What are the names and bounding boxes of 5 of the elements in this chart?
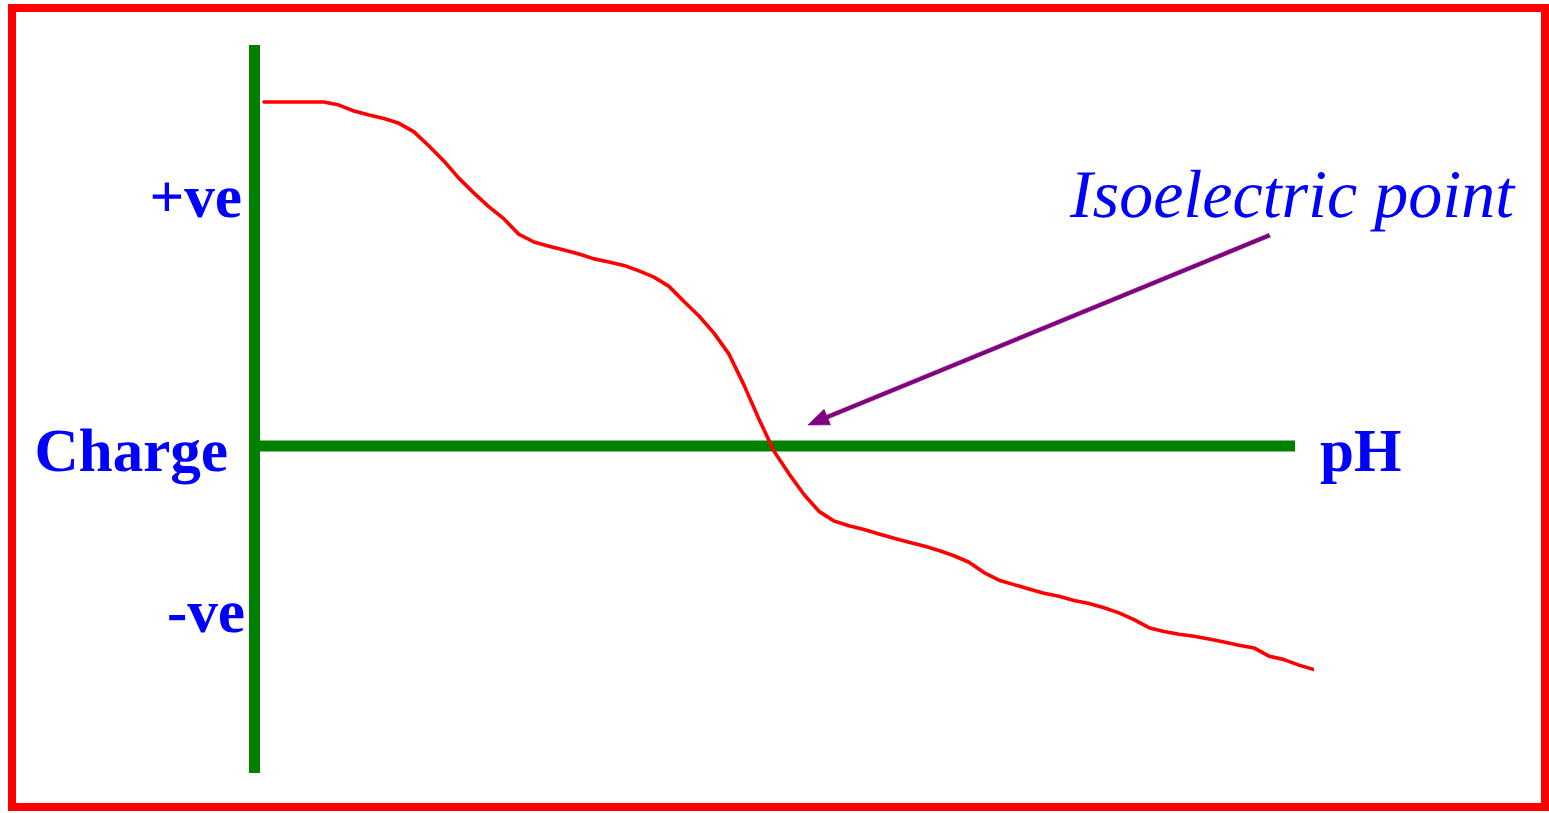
y-axis-title: Charge — [37, 428, 227, 485]
text: +ve — [152, 182, 241, 218]
annotation: Isoelectric point — [1069, 169, 1516, 232]
text: -ve — [169, 603, 244, 633]
x-axis-title: pH — [1320, 430, 1401, 485]
